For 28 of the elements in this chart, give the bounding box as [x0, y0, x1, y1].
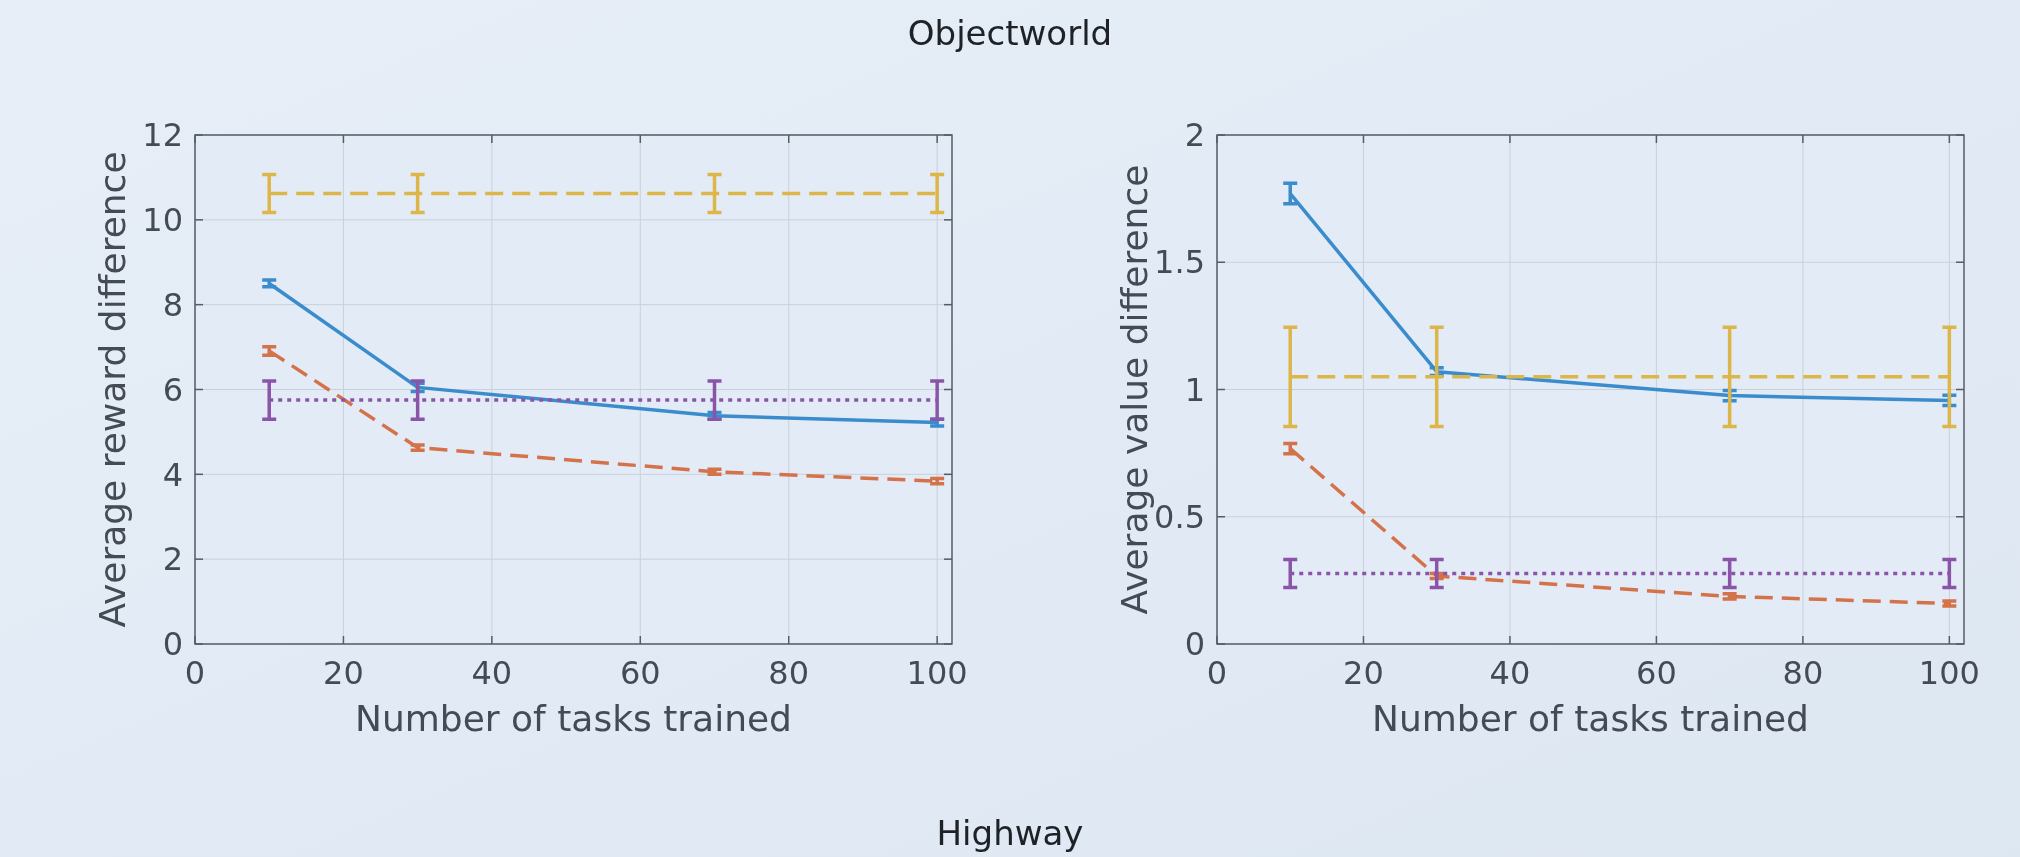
- x-tick-label: 80: [768, 654, 810, 692]
- y-tick-label: 1: [1184, 370, 1205, 409]
- y-tick-label: 0.5: [1154, 497, 1205, 536]
- y-tick-label: 12: [142, 116, 183, 155]
- x-axis-title: Number of tasks trained: [1372, 698, 1809, 739]
- x-tick-label: 100: [1918, 654, 1980, 692]
- text: Highway: [936, 813, 1084, 853]
- x-axis-title: Number of tasks trained: [355, 698, 792, 739]
- x-tick-label: 20: [323, 654, 364, 692]
- y-axis-title: Average reward difference: [92, 151, 133, 628]
- y-tick-label: 2: [1184, 116, 1205, 155]
- x-tick-label: 20: [1343, 654, 1384, 692]
- y-tick-label: 8: [162, 285, 183, 324]
- x-tick-label: 100: [906, 654, 968, 692]
- y-tick-label: 4: [162, 455, 183, 494]
- x-tick-label: 40: [471, 654, 513, 692]
- x-tick-label: 80: [1782, 654, 1824, 692]
- x-tick-label: 60: [1636, 654, 1677, 692]
- y-tick-label: 1.5: [1154, 243, 1205, 282]
- y-tick-label: 2: [162, 540, 183, 579]
- y-tick-label: 0: [162, 625, 183, 664]
- x-tick-label: 60: [619, 654, 661, 692]
- chart-title: Objectworld: [907, 13, 1113, 53]
- y-axis-title: Average value difference: [1114, 164, 1155, 615]
- x-tick-label: 40: [1489, 654, 1531, 692]
- y-tick-label: 10: [142, 201, 183, 240]
- y-tick-label: 6: [162, 370, 183, 409]
- y-tick-label: 0: [1184, 625, 1205, 664]
